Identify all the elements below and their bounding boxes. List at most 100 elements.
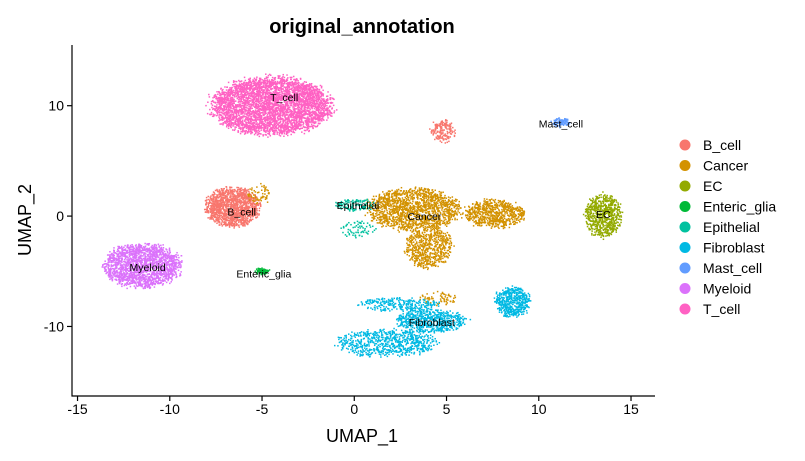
- cell-point: [429, 207, 432, 210]
- cell-point: [403, 190, 405, 192]
- cell-point: [225, 207, 227, 209]
- cell-point: [425, 251, 428, 254]
- cell-point: [387, 199, 389, 202]
- cell-point: [411, 219, 413, 222]
- cell-point: [400, 222, 403, 224]
- cell-point: [602, 196, 605, 199]
- cell-point: [418, 213, 420, 216]
- cell-point: [613, 228, 616, 230]
- cell-point: [377, 217, 379, 219]
- cell-point: [207, 217, 209, 219]
- cell-point: [449, 248, 451, 250]
- cell-point: [510, 213, 513, 215]
- cell-point: [391, 196, 394, 198]
- cell-point: [494, 217, 497, 219]
- cell-point: [604, 227, 606, 229]
- cell-point: [438, 236, 440, 238]
- cell-point: [428, 193, 431, 195]
- cell-point: [260, 197, 262, 200]
- cell-point: [253, 189, 255, 192]
- cell-point: [436, 302, 439, 305]
- cell-point: [444, 194, 446, 197]
- cell-point: [443, 124, 446, 126]
- cell-point: [498, 213, 501, 216]
- cell-point: [439, 131, 441, 133]
- cell-point: [235, 215, 238, 218]
- cell-point: [515, 214, 518, 217]
- cell-point: [496, 211, 498, 213]
- cell-point: [608, 208, 611, 211]
- cell-point: [237, 206, 240, 209]
- cell-point: [415, 260, 417, 262]
- cell-point: [469, 212, 472, 215]
- cell-point: [245, 208, 247, 211]
- cell-point: [608, 214, 610, 217]
- cell-point: [366, 207, 368, 210]
- cell-point: [221, 205, 223, 208]
- cell-point: [380, 204, 382, 207]
- cell-point: [615, 229, 617, 232]
- cell-point: [423, 195, 426, 198]
- cell-point: [456, 207, 458, 209]
- cell-point: [473, 209, 476, 211]
- cell-point: [601, 217, 603, 219]
- cell-point: [591, 224, 593, 227]
- cell-point: [435, 244, 437, 246]
- cell-point: [427, 267, 429, 269]
- cell-point: [398, 217, 401, 219]
- cell-point: [231, 197, 233, 199]
- cell-point: [439, 134, 442, 136]
- cell-point: [484, 213, 487, 216]
- cell-point: [429, 302, 432, 304]
- cell-point: [425, 208, 427, 211]
- cell-point: [231, 224, 233, 227]
- cell-point: [231, 211, 234, 214]
- cell-point: [409, 235, 412, 237]
- cell-point: [409, 223, 411, 225]
- cell-point: [479, 217, 482, 219]
- cell-point: [442, 293, 445, 295]
- cell-point: [584, 211, 587, 213]
- cell-point: [211, 204, 213, 207]
- cell-point: [370, 220, 373, 222]
- cell-point: [449, 129, 452, 131]
- cell-point: [389, 203, 392, 205]
- cell-point: [492, 219, 494, 222]
- cell-point: [613, 210, 615, 212]
- cell-point: [407, 203, 410, 205]
- cell-point: [423, 252, 426, 254]
- cell-point: [426, 229, 428, 232]
- cell-point: [437, 209, 440, 212]
- cell-point: [439, 229, 441, 232]
- cell-point: [412, 241, 415, 243]
- cell-point: [219, 218, 221, 220]
- cell-point: [477, 205, 480, 207]
- cell-point: [610, 209, 612, 211]
- cell-point: [449, 212, 452, 215]
- cell-point: [497, 199, 500, 202]
- cell-point: [430, 236, 433, 239]
- cell-point: [466, 214, 469, 216]
- cell-point: [241, 192, 243, 194]
- cell-point: [523, 213, 525, 216]
- cell-point: [435, 221, 438, 223]
- cell-point: [415, 212, 418, 215]
- cell-point: [449, 208, 451, 211]
- cell-point: [485, 211, 488, 214]
- cell-point: [446, 302, 448, 304]
- cell-point: [237, 224, 240, 227]
- cell-point: [523, 212, 525, 215]
- cell-point: [439, 140, 442, 142]
- cell-point: [436, 252, 438, 255]
- cell-point: [216, 204, 218, 207]
- cell-point: [479, 206, 482, 208]
- cell-point: [444, 142, 447, 144]
- cell-point: [434, 231, 436, 234]
- cell-point: [421, 222, 423, 225]
- cell-point: [386, 192, 388, 194]
- cell-point: [412, 204, 415, 207]
- cell-point: [413, 192, 416, 194]
- cell-point: [585, 211, 588, 213]
- cell-point: [418, 261, 420, 264]
- cell-point: [609, 215, 611, 217]
